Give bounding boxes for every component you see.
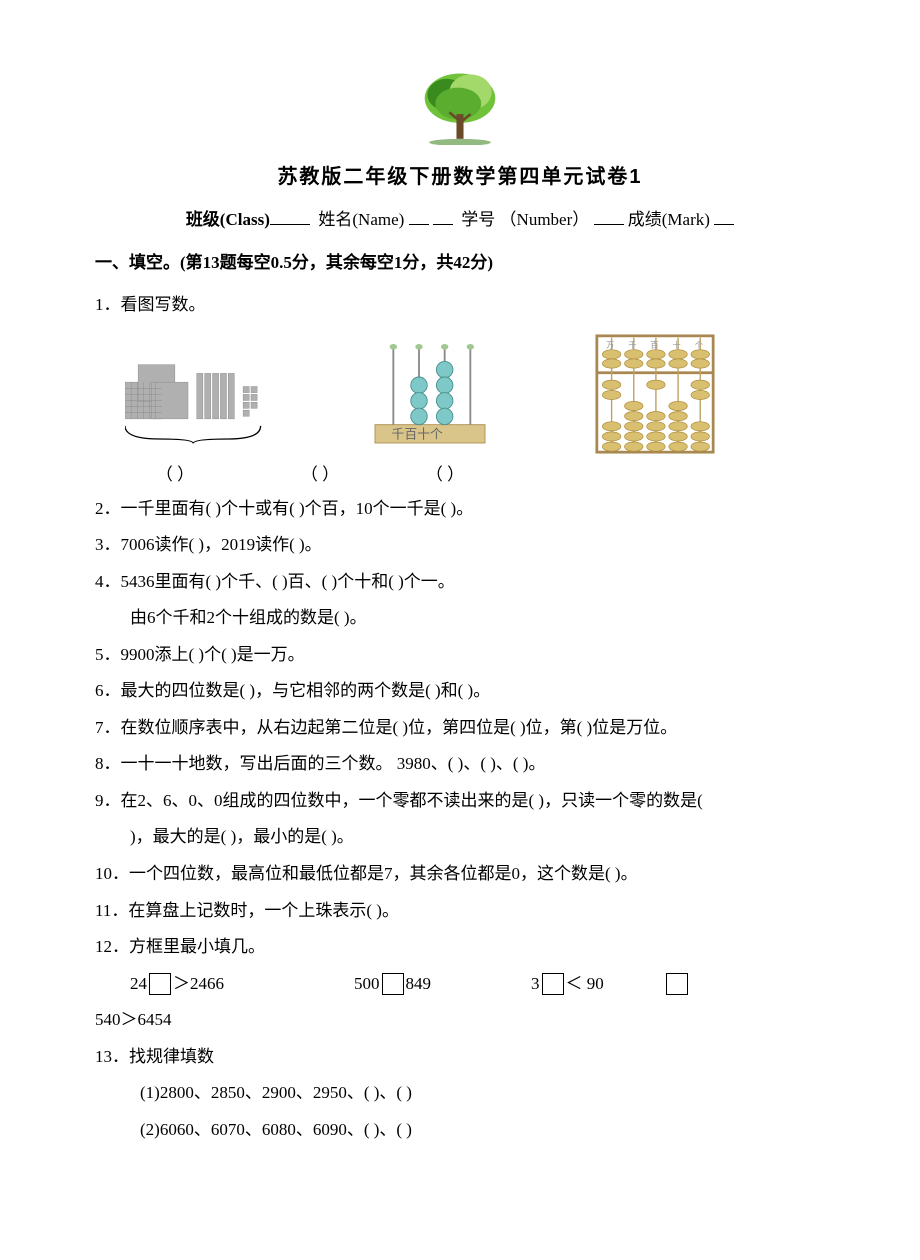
blocks-image [125,354,265,454]
class-label: 班级(Class) [186,210,270,229]
svg-text:十: 十 [673,339,681,349]
q11: 11．在算盘上记数时，一个上珠表示( )。 [95,893,825,930]
q13-line2: (2)6060、6070、6080、6090、( )、( ) [140,1112,825,1149]
q12-item1: 24＞2466 [130,966,224,1003]
q1-captions: （ ） （ ） （ ） [125,460,825,485]
q8: 8．一十一十地数，写出后面的三个数。 3980、( )、( )、( )。 [95,746,825,783]
counting-frame-image: 千百十个 [365,344,495,454]
tree-logo [415,70,505,145]
q9b: )，最大的是( )，最小的是( )。 [130,819,825,856]
section1-heading: 一、填空。(第13题每空0.5分，其余每空1分，共42分) [95,248,825,273]
q1-blank2: （ ） [265,460,375,485]
svg-text:百: 百 [650,340,658,349]
box-icon [149,973,171,995]
q12-item3: 3＜ 90 [531,966,604,1003]
q13-line1: (1)2800、2850、2900、2950、( )、( ) [140,1075,825,1112]
q2: 2．一千里面有( )个十或有( )个百，10个一千是( )。 [95,491,825,528]
q7: 7．在数位顺序表中，从右边起第二位是( )位，第四位是( )位，第( )位是万位… [95,710,825,747]
suanpan-image: 万千百十个 [595,334,715,454]
svg-text:千: 千 [628,339,636,349]
q1-images: 千百十个 万千百十个 [125,334,825,454]
q1-blank1: （ ） [125,460,225,485]
q4a: 4．5436里面有( )个千、( )百、( )个十和( )个一。 [95,564,825,601]
q12-title: 12．方框里最小填几。 [95,929,825,966]
svg-text:千百十个: 千百十个 [392,427,443,441]
q5: 5．9900添上( )个( )是一万。 [95,637,825,674]
q10: 10．一个四位数，最高位和最低位都是7，其余各位都是0，这个数是( )。 [95,856,825,893]
q6: 6．最大的四位数是( )，与它相邻的两个数是( )和( )。 [95,673,825,710]
q9a: 9．在2、6、0、0组成的四位数中，一个零都不读出来的是( )，只读一个零的数是… [95,783,825,820]
svg-text:个: 个 [695,340,704,349]
student-info-line: 班级(Class) 姓名(Name) 学号 （Number） 成绩(Mark) [95,205,825,230]
box-icon [382,973,404,995]
number-label: 学号 （Number） [461,210,589,229]
q1-text: 1．看图写数。 [95,287,825,324]
q13-title: 13．找规律填数 [95,1039,825,1076]
q3: 3．7006读作( )，2019读作( )。 [95,527,825,564]
mark-label: 成绩(Mark) [628,210,710,229]
name-label: 姓名(Name) [318,210,404,229]
svg-text:万: 万 [606,340,614,349]
q12-item2: 500 849 [354,966,431,1003]
q1-blank3: （ ） [395,460,495,485]
box-icon [542,973,564,995]
page-title: 苏教版二年级下册数学第四单元试卷1 [95,160,825,189]
q12-row: 24＞2466 500 849 3＜ 90 [130,966,825,1003]
q12-tail: 540＞6454 [95,1002,825,1039]
q4b: 由6个千和2个十组成的数是( )。 [130,600,825,637]
box-icon [666,973,688,995]
